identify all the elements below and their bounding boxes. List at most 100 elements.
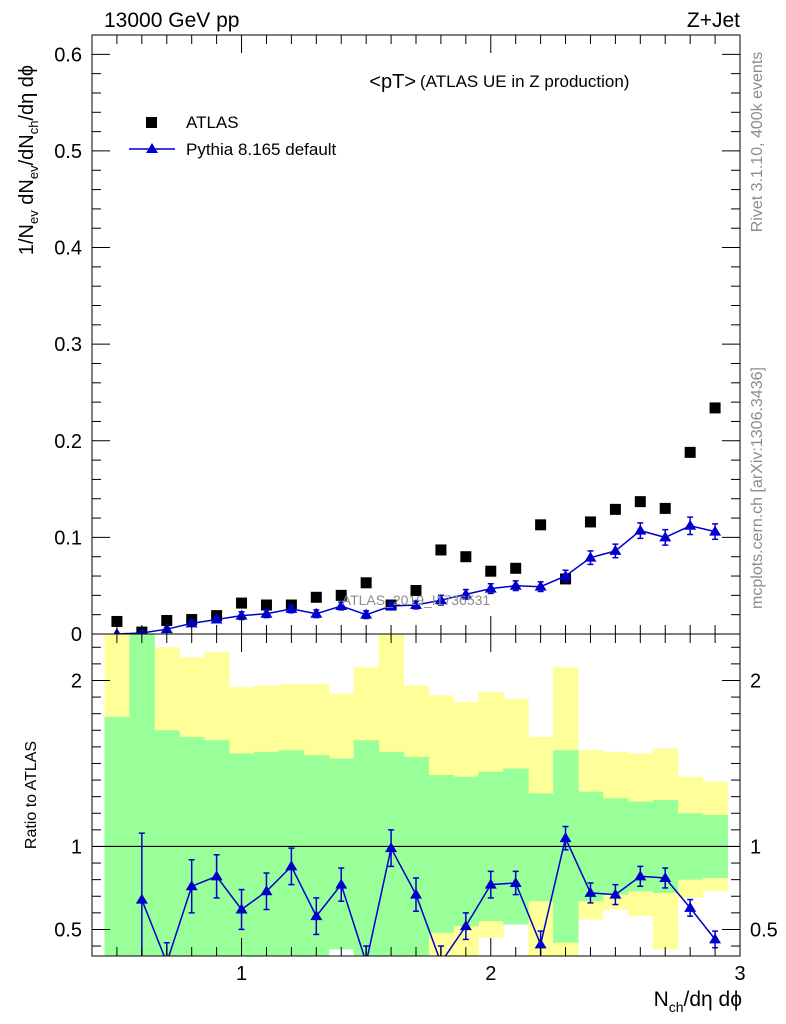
ratio-inner-band-bin <box>204 740 230 956</box>
pythia-data-point <box>410 599 422 610</box>
ratio-data-point <box>310 910 323 921</box>
x-tick-label: 3 <box>734 963 745 985</box>
main-y-axis-label: 1/Nev dNev/dNch/dη dϕ <box>16 65 41 255</box>
ratio-inner-band-bin <box>254 751 280 956</box>
ratio-data-point <box>235 903 248 914</box>
pythia-data-point <box>509 579 522 590</box>
atlas-data-point <box>584 516 596 528</box>
x-tick-label: 2 <box>485 963 496 985</box>
ratio-data-point <box>435 957 447 967</box>
ratio-data-point <box>709 933 722 944</box>
ratio-data-point <box>260 885 273 896</box>
pythia-data-point <box>360 608 373 619</box>
legend-marker-atlas <box>146 117 157 128</box>
pythia-data-point <box>484 582 497 593</box>
atlas-data-point <box>485 565 497 577</box>
atlas-data-point <box>111 615 123 627</box>
ratio-data-point <box>659 871 672 882</box>
atlas-data-point <box>535 519 547 531</box>
pythia-data-point <box>185 617 198 628</box>
main-y-tick-label: 0.5 <box>54 141 82 163</box>
atlas-data-point <box>634 496 646 508</box>
ratio-data-point <box>161 957 173 967</box>
ratio-inner-band-bin <box>154 730 180 956</box>
plot-title: <pT> <box>369 71 416 93</box>
x-axis-label: Nch/dη dϕ <box>654 988 742 1015</box>
ratio-plot-panel: 0.5 0.5 1 1 2 2 1 2 3 Ratio to ATLAS Nch/dη dϕ <box>23 633 778 1015</box>
ratio-y-tick-label: 1 <box>71 836 82 858</box>
ratio-data-point <box>509 876 522 887</box>
pythia-data-point <box>210 613 223 624</box>
legend-label-atlas: ATLAS <box>186 113 239 132</box>
ratio-y-tick-label: 2 <box>71 670 82 692</box>
ratio-data-point <box>584 886 597 897</box>
atlas-data-point <box>460 551 472 563</box>
main-y-tick-label: 0.3 <box>54 334 82 356</box>
ratio-data-point <box>385 842 398 853</box>
ratio-inner-band-bin <box>453 776 479 927</box>
plot-subtitle: (ATLAS UE in Z production) <box>420 72 629 91</box>
ratio-data-point <box>360 957 372 967</box>
main-plot-panel: ATLAS_2019_I1736531 00.10.20.30.40.50.6 … <box>16 34 741 646</box>
ratio-data-point <box>634 870 647 881</box>
rivet-version-label: Rivet 3.1.10, 400k events <box>749 52 766 233</box>
atlas-data-point <box>335 589 347 601</box>
ratio-data-point <box>459 920 472 931</box>
ratio-data-point <box>135 893 148 904</box>
ratio-inner-band-bin <box>328 758 355 950</box>
ratio-data-point <box>559 832 572 843</box>
pythia-data-point <box>659 531 672 542</box>
ratio-data-point <box>484 878 497 889</box>
ratio-data-point <box>185 880 198 891</box>
ratio-data-point <box>684 901 697 912</box>
ratio-data-point <box>410 888 422 899</box>
atlas-data-point <box>684 446 696 458</box>
legend: ATLAS Pythia 8.165 default <box>129 113 337 159</box>
atlas-data-point <box>435 544 447 556</box>
main-y-tick-label: 0.1 <box>54 527 82 549</box>
pythia-data-point <box>709 525 722 536</box>
atlas-data-point <box>709 402 721 414</box>
ratio-data-point <box>534 938 547 949</box>
pythia-data-point <box>434 594 447 605</box>
atlas-data-point <box>360 577 372 589</box>
header-energy-label: 13000 GeV pp <box>104 9 239 32</box>
ratio-y-tick-label-right: 0.5 <box>750 919 778 941</box>
atlas-data-point <box>410 585 422 597</box>
atlas-data-point <box>236 597 248 609</box>
ratio-y-tick-label-right: 1 <box>750 836 761 858</box>
main-y-tick-label: 0 <box>71 624 82 646</box>
atlas-data-point <box>510 562 522 574</box>
atlas-data-point <box>609 503 621 515</box>
pythia-data-point <box>634 524 647 535</box>
pythia-data-point <box>559 570 572 581</box>
pythia-data-point <box>459 588 472 599</box>
pythia-data-point <box>534 580 547 591</box>
main-y-tick-label: 0.2 <box>54 431 82 453</box>
x-tick-label: 1 <box>236 963 247 985</box>
main-y-tick-label: 0.4 <box>54 238 82 260</box>
ratio-inner-band-bin <box>403 756 429 956</box>
ratio-data-point <box>609 888 622 899</box>
header-process-label: Z+Jet <box>687 9 740 32</box>
pythia-data-point <box>310 607 323 618</box>
pythia-series-line <box>116 525 716 634</box>
analysis-watermark: ATLAS_2019_I1736531 <box>342 592 491 608</box>
ratio-inner-band-bin <box>104 716 130 956</box>
ratio-inner-band-bin <box>528 793 554 902</box>
mcplots-label: mcplots.cern.ch [arXiv:1306.3436] <box>749 367 766 609</box>
pythia-data-point <box>385 599 398 610</box>
atlas-data-point <box>310 591 322 603</box>
pythia-data-point <box>285 602 298 613</box>
ratio-y-tick-label: 0.5 <box>54 919 82 941</box>
ratio-series-line <box>141 835 716 956</box>
ratio-y-tick-label-right: 2 <box>750 670 761 692</box>
pythia-data-point <box>235 609 248 620</box>
ratio-y-axis-label: Ratio to ATLAS <box>23 741 40 849</box>
ratio-data-point <box>210 870 223 881</box>
legend-label-pythia: Pythia 8.165 default <box>186 140 337 159</box>
atlas-data-point <box>260 599 272 611</box>
ratio-data-point <box>335 878 348 889</box>
pythia-data-point <box>260 607 273 618</box>
